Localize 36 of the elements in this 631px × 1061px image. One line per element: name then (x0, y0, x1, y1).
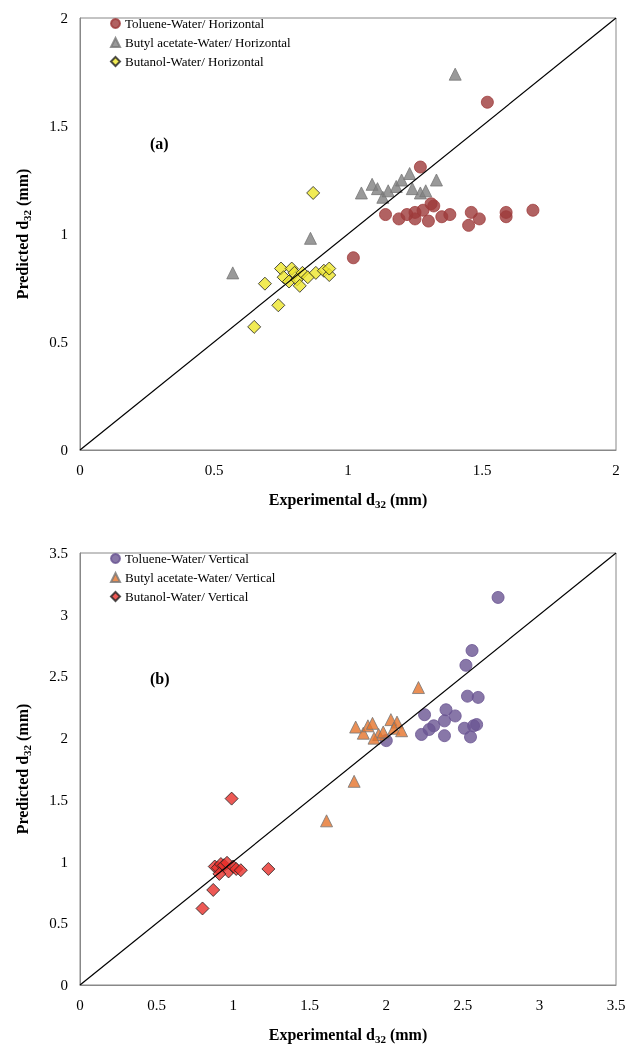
annotation: (a) (150, 134, 169, 153)
x-tick-label: 1.5 (300, 996, 320, 1013)
x-tick-label: 0 (76, 461, 84, 478)
legend-label: Butyl acetate-Water/ Vertical (125, 570, 276, 585)
x-tick-label: 2 (612, 461, 620, 478)
x-tick-label: 0.5 (204, 461, 224, 478)
x-tick-label: 3.5 (606, 996, 626, 1013)
annotation: (b) (150, 669, 170, 688)
y-tick-label: 1.5 (49, 791, 68, 808)
y-tick-label: 1.5 (49, 118, 68, 134)
y-tick-label: 0.5 (49, 334, 68, 350)
x-tick-label: 2.5 (453, 996, 473, 1013)
legend-label: Toluene-Water/ Vertical (125, 551, 250, 566)
y-tick-label: 0 (60, 977, 68, 993)
y-tick-label: 1 (60, 226, 68, 242)
y-tick-label: 2 (60, 730, 68, 747)
x-tick-label: 1 (229, 996, 237, 1013)
y-tick-label: 2.5 (49, 668, 68, 685)
legend-label: Butanol-Water/ Horizontal (125, 54, 265, 69)
y-tick-label: 0.5 (49, 915, 68, 932)
legend-label: Toluene-Water/ Horizontal (125, 16, 265, 31)
x-tick-label: 2 (382, 996, 391, 1013)
legend-label: Butyl acetate-Water/ Horizontal (125, 35, 292, 50)
x-tick-label: 1 (344, 461, 352, 478)
legend-label: Butanol-Water/ Vertical (125, 589, 249, 604)
y-tick-label: 0 (60, 442, 68, 458)
x-tick-label: 0.5 (147, 996, 166, 1013)
x-tick-label: 0 (76, 996, 84, 1013)
y-tick-label: 3 (60, 606, 68, 623)
y-tick-label: 2 (60, 10, 68, 26)
x-tick-label: 1.5 (472, 461, 492, 478)
x-tick-label: 3 (535, 996, 544, 1013)
y-axis-title: Predicted d32 (mm) (14, 168, 33, 300)
y-tick-label: 1 (60, 853, 68, 870)
y-tick-label: 3.5 (49, 545, 68, 561)
y-axis-title: Predicted d32 (mm) (14, 703, 33, 835)
